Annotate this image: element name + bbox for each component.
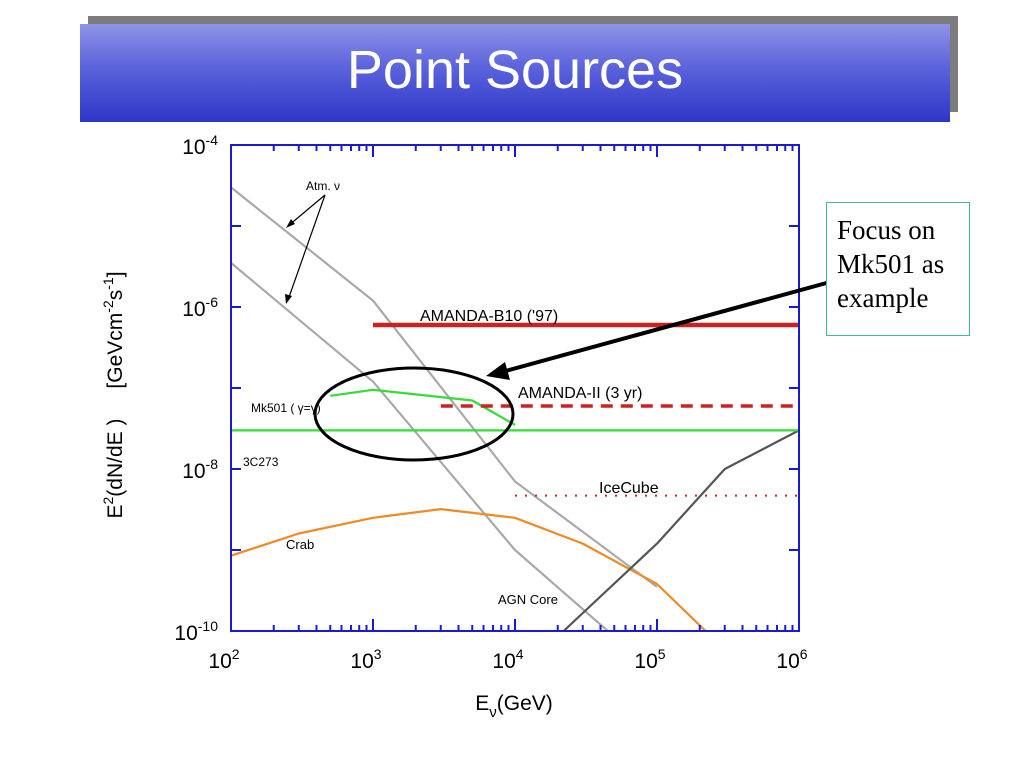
y-axis-units-s: s — [104, 290, 127, 301]
crab-label: Crab — [286, 537, 314, 552]
callout-line-3: example — [837, 283, 929, 313]
atm-nu-arrow-lower — [287, 194, 326, 301]
callout-arrow-line — [501, 280, 831, 374]
plot-frame — [230, 144, 800, 632]
mk501-ellipse — [313, 366, 515, 462]
x-tick-label: 103 — [350, 646, 381, 673]
series-mk501 — [330, 388, 516, 426]
y-axis-units-sup1: -2 — [100, 300, 116, 313]
slide-title: Point Sources — [346, 40, 684, 100]
x-tick-label: 102 — [208, 646, 239, 673]
agn-core-label: AGN Core — [498, 592, 558, 607]
y-tick-label: 10-10 — [174, 618, 218, 645]
tick-layer — [230, 144, 800, 632]
x-axis-label-base: E — [475, 692, 489, 715]
series-crab — [231, 508, 707, 631]
title-bar: Point Sources — [80, 24, 950, 122]
x-tick-label: 104 — [492, 646, 523, 673]
x-axis-label-sub: ν — [489, 704, 497, 721]
mk501-label: Mk501 ( γ=γ) — [251, 401, 321, 415]
series-atm-nu-upper — [231, 186, 658, 588]
callout-line-2: Mk501 as — [837, 249, 945, 279]
y-axis-label: E2(dN/dE ) [GeVcm-2s-1] — [100, 271, 127, 518]
amanda-ii-label: AMANDA-II (3 yr) — [518, 385, 642, 402]
icecube-label: IceCube — [599, 480, 659, 497]
x-axis-label-rest: (GeV) — [497, 692, 553, 715]
y-axis-units-post: ] — [104, 271, 127, 277]
y-axis-units-sup2: -1 — [100, 277, 116, 290]
y-axis-label-sup: 2 — [100, 497, 116, 505]
x-axis-label: Eν(GeV) — [475, 692, 553, 721]
3c273-label: 3C273 — [243, 455, 279, 469]
atm-nu-arrowhead-lower — [285, 294, 292, 304]
annotation-layer: Atm. ν AMANDA-B10 ('97) AMANDA-II (3 yr) Mk… — [243, 179, 831, 607]
callout-line-1: Focus on — [837, 215, 936, 245]
amanda-b10-label: AMANDA-B10 ('97) — [420, 308, 558, 325]
y-axis-units-pre: [GeVcm — [104, 313, 127, 389]
y-tick-label: 10-6 — [182, 294, 218, 321]
atm-nu-arrowhead-upper — [286, 219, 295, 228]
x-tick-label: 105 — [634, 646, 665, 673]
tick-label-layer: 102 103 104 105 106 10-10 10-8 10-6 10-4 — [174, 132, 807, 673]
plot-frame-rect — [230, 144, 800, 632]
callout-arrowhead — [486, 362, 510, 380]
callout-box: Focus on Mk501 as example — [826, 202, 970, 336]
series-agn-core — [562, 429, 799, 631]
series-layer — [231, 186, 799, 631]
y-axis-label-left: E — [104, 505, 127, 519]
y-tick-label: 10-8 — [182, 456, 218, 483]
x-tick-label: 106 — [776, 646, 807, 673]
y-axis-label-mid: (dN/dE ) — [104, 419, 127, 497]
atm-nu-label: Atm. ν — [306, 179, 340, 193]
y-tick-label: 10-4 — [182, 132, 218, 159]
atm-nu-arrow-upper — [287, 194, 326, 227]
series-atm-nu-lower — [231, 262, 609, 631]
